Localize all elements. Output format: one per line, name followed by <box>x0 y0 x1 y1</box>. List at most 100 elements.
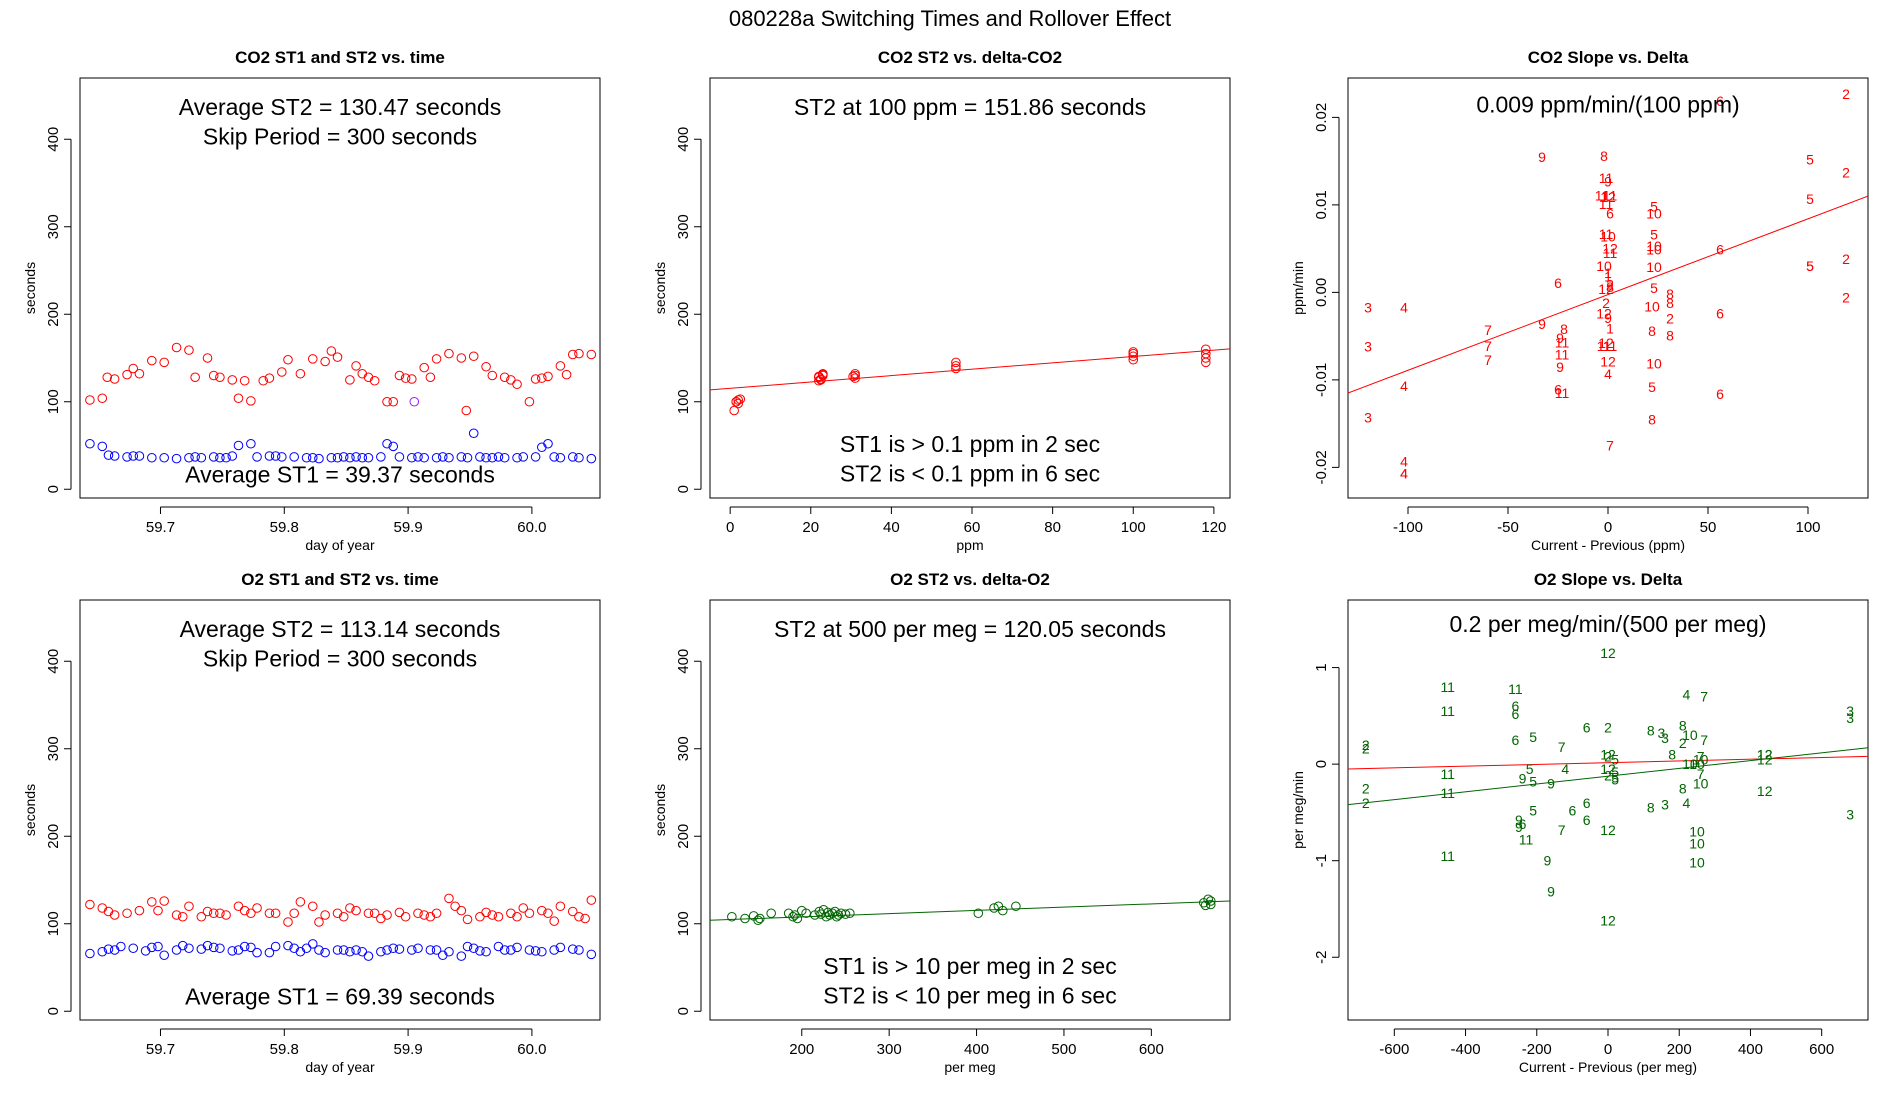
data-point <box>171 342 182 353</box>
data-point <box>830 906 840 917</box>
x-tick-label: 50 <box>1700 519 1717 536</box>
point-label: 5 <box>1611 751 1619 767</box>
point-label: 3 <box>1846 710 1854 726</box>
y-tick-label: 100 <box>675 911 692 936</box>
data-point <box>301 452 312 463</box>
annotation: ST2 is < 0.1 ppm in 6 sec <box>840 461 1100 487</box>
point-label: 12 <box>1602 241 1618 257</box>
data-point <box>147 897 157 907</box>
data-point <box>264 908 275 919</box>
data-point <box>740 913 750 924</box>
y-tick-label: -2 <box>1313 951 1330 964</box>
point-label: 6 <box>1554 275 1562 291</box>
data-point <box>487 910 498 920</box>
point-label: 8 <box>1679 780 1687 796</box>
annotation: ST2 at 500 per meg = 120.05 seconds <box>774 616 1166 642</box>
data-point <box>518 452 529 462</box>
data-point <box>462 914 473 925</box>
data-point <box>409 396 420 407</box>
data-point <box>461 405 472 416</box>
data-point <box>295 368 306 379</box>
annotation: ST1 is > 10 per meg in 2 sec <box>823 953 1116 979</box>
data-point <box>159 452 169 463</box>
point-label: 4 <box>1604 366 1612 382</box>
data-point <box>789 910 800 920</box>
point-label: 12 <box>1600 761 1616 777</box>
plot-area <box>710 894 1230 926</box>
data-point <box>345 946 355 957</box>
point-label: 12 <box>1598 335 1614 351</box>
data-point <box>134 368 145 379</box>
data-point <box>246 396 256 406</box>
data-point <box>518 903 529 913</box>
x-tick-label: 60.0 <box>517 1041 546 1058</box>
data-point <box>332 452 343 463</box>
data-point <box>407 452 417 463</box>
data-point <box>394 907 405 918</box>
panel-co2-times: CO2 ST1 and ST2 vs. time 59.7 59.8 59.9 60.0… <box>22 48 601 553</box>
point-label: 5 <box>1611 764 1619 780</box>
point-label: 9 <box>1544 853 1552 869</box>
data-point <box>338 452 349 462</box>
x-tick-label: 0 <box>1604 1041 1612 1058</box>
point-label: 8 <box>1668 746 1676 762</box>
point-label: 2 <box>1604 768 1612 784</box>
data-point <box>307 452 318 463</box>
data-point <box>215 943 225 954</box>
x-tick-label: 59.8 <box>270 1041 299 1058</box>
data-point <box>788 911 798 922</box>
data-point <box>567 944 578 954</box>
data-point <box>85 899 95 910</box>
x-tick-label: 300 <box>877 1041 902 1058</box>
plot-frame <box>79 599 601 1021</box>
panel-o2-times: O2 ST1 and ST2 vs. time 59.7 59.8 59.9 60.0 d… <box>22 570 601 1075</box>
data-point <box>264 373 275 383</box>
data-point <box>586 349 597 360</box>
x-axis-label: Current - Previous (ppm) <box>1531 537 1685 553</box>
data-point <box>574 348 584 359</box>
data-point <box>543 908 553 919</box>
data-point <box>818 369 828 380</box>
point-label: 6 <box>1511 698 1519 714</box>
y-tick-label: 0 <box>1313 760 1330 768</box>
point-label: 9 <box>1515 819 1523 835</box>
plot-frame <box>1347 77 1869 499</box>
point-label: 3 <box>1846 806 1854 822</box>
point-label: 2 <box>1842 251 1850 267</box>
panel-title: O2 ST1 and ST2 vs. time <box>241 570 438 589</box>
y-axis-label: seconds <box>652 262 668 314</box>
data-point <box>128 363 139 374</box>
panel-co2-slope-vs-delta: CO2 Slope vs. Delta -100 -50 0 50 100 Current … <box>1290 48 1869 553</box>
data-point <box>184 452 194 463</box>
x-tick-label: 400 <box>964 1041 989 1058</box>
point-label: 4 <box>1400 453 1408 469</box>
data-point <box>462 452 473 463</box>
point-label: 6 <box>1511 706 1519 722</box>
point-label: 5 <box>1611 772 1619 788</box>
data-point <box>1201 344 1211 355</box>
point-label: 10 <box>1682 727 1698 743</box>
data-point <box>733 398 744 409</box>
point-label: 5 <box>1806 258 1814 274</box>
point-label: 12 <box>1596 305 1612 321</box>
point-label: 11 <box>1599 196 1614 212</box>
point-label: 10 <box>1689 835 1705 851</box>
point-label: 12 <box>1757 751 1773 767</box>
data-point <box>351 905 361 916</box>
data-point <box>425 945 436 955</box>
figure-title: 080228a Switching Times and Rollover Eff… <box>729 6 1171 31</box>
x-tick-label: 59.9 <box>393 1041 422 1058</box>
x-axis-label: day of year <box>305 1059 375 1075</box>
point-label: 2 <box>1362 780 1370 796</box>
data-point <box>580 913 590 924</box>
point-label: 6 <box>1519 816 1527 832</box>
panel-title: O2 ST2 vs. delta-O2 <box>890 570 1050 589</box>
annotation: Average ST2 = 113.14 seconds <box>180 616 501 642</box>
point-label: 4 <box>1682 795 1690 811</box>
point-label: 5 <box>1650 227 1658 243</box>
data-point <box>363 452 374 463</box>
y-tick-label: 0.02 <box>1313 103 1330 132</box>
data-point <box>456 951 467 961</box>
data-point <box>264 451 275 461</box>
data-point <box>351 452 361 462</box>
